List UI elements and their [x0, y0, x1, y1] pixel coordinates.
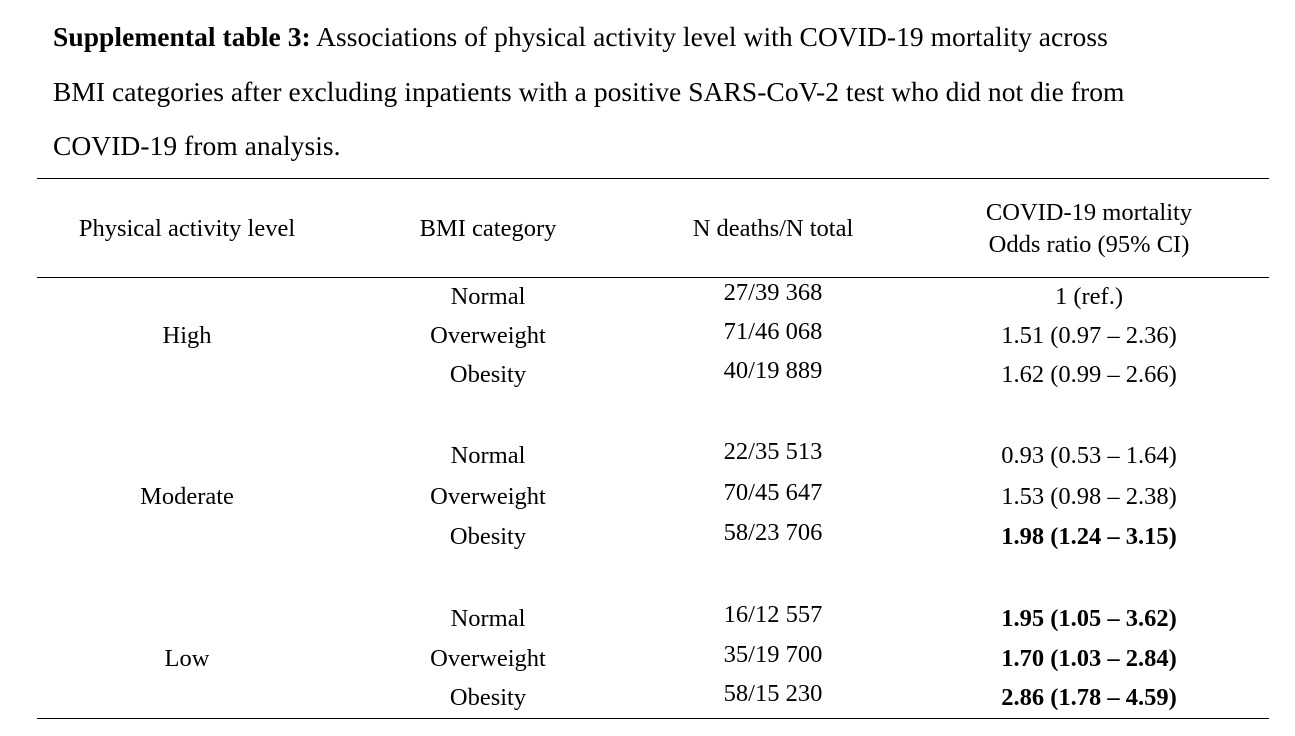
bmi-category-cell: Overweight: [430, 483, 546, 510]
caption-line-3: COVID-19 from analysis.: [53, 130, 341, 161]
odds-ratio-cell: 1 (ref.): [1054, 283, 1124, 310]
caption-text-1: Associations of physical activity level …: [310, 21, 1108, 52]
odds-ratio-cell: 2.86 (1.78 – 4.59): [1001, 684, 1177, 711]
header-deaths: N deaths/N total: [692, 215, 854, 242]
bmi-category-cell: Obesity: [449, 523, 527, 550]
bmi-category-cell: Normal: [450, 605, 526, 632]
odds-ratio-cell: 1.51 (0.97 – 2.36): [1001, 322, 1177, 349]
deaths-total-cell: 58/23 706: [723, 519, 823, 546]
caption-label: Supplemental table 3:: [53, 21, 311, 52]
deaths-total-cell: 27/39 368: [723, 279, 823, 306]
table-caption: Supplemental table 3: Associations of ph…: [53, 10, 1268, 174]
odds-ratio-cell: 1.53 (0.98 – 2.38): [1001, 483, 1177, 510]
header-or-line-1: COVID-19 mortality: [985, 199, 1193, 226]
deaths-total-cell: 58/15 230: [723, 680, 823, 707]
header-odds-ratio: COVID-19 mortality Odds ratio (95% CI): [986, 197, 1192, 261]
bottom-rule: [37, 718, 1269, 719]
deaths-total-cell: 16/12 557: [723, 601, 823, 628]
odds-ratio-cell: 1.70 (1.03 – 2.84): [1001, 645, 1177, 672]
deaths-total-cell: 70/45 647: [723, 479, 823, 506]
deaths-total-cell: 40/19 889: [723, 357, 823, 384]
header-bmi: BMI category: [419, 215, 557, 242]
bmi-category-cell: Overweight: [430, 322, 546, 349]
deaths-total-cell: 35/19 700: [723, 641, 823, 668]
bmi-category-cell: Overweight: [430, 645, 546, 672]
top-rule: [37, 178, 1269, 179]
caption-line-1: Supplemental table 3: Associations of ph…: [53, 10, 1268, 65]
deaths-total-cell: 22/35 513: [723, 438, 823, 465]
bmi-category-cell: Obesity: [449, 361, 527, 388]
bmi-category-cell: Obesity: [449, 684, 527, 711]
odds-ratio-cell: 1.95 (1.05 – 3.62): [1001, 605, 1177, 632]
activity-level-cell: High: [162, 322, 212, 349]
odds-ratio-cell: 1.98 (1.24 – 3.15): [1001, 523, 1177, 550]
activity-level-cell: Moderate: [140, 483, 234, 510]
header-activity: Physical activity level: [78, 215, 296, 242]
bmi-category-cell: Normal: [450, 442, 526, 469]
odds-ratio-cell: 1.62 (0.99 – 2.66): [1001, 361, 1177, 388]
caption-line-2: BMI categories after excluding inpatient…: [53, 75, 1125, 107]
deaths-total-cell: 71/46 068: [723, 318, 823, 345]
bmi-category-cell: Normal: [450, 283, 526, 310]
header-or-line-2: Odds ratio (95% CI): [988, 231, 1190, 258]
odds-ratio-cell: 0.93 (0.53 – 1.64): [1001, 442, 1177, 469]
header-rule: [37, 277, 1269, 278]
activity-level-cell: Low: [164, 645, 210, 672]
